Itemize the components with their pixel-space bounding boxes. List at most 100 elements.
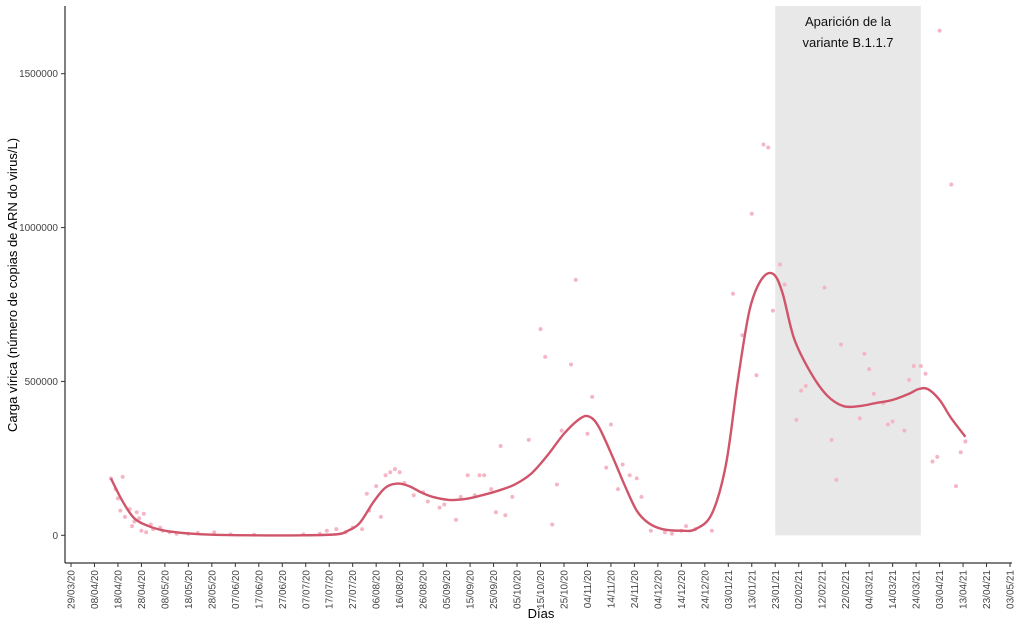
data-point — [559, 428, 564, 433]
y-tick-label: 0 — [52, 531, 58, 542]
data-point — [834, 477, 839, 482]
data-point — [907, 377, 912, 382]
data-point — [958, 450, 963, 455]
x-tick-label: 08/05/20 — [160, 570, 171, 609]
data-point — [620, 462, 625, 467]
data-point — [360, 527, 365, 532]
x-tick-label: 22/02/21 — [841, 570, 852, 609]
x-tick-label: 18/05/20 — [184, 570, 195, 609]
data-point — [482, 473, 487, 478]
data-point — [465, 473, 470, 478]
data-point — [608, 422, 613, 427]
data-point — [590, 394, 595, 399]
data-point — [378, 514, 383, 519]
x-tick-label: 24/03/21 — [912, 570, 923, 609]
x-tick-label: 12/02/21 — [818, 570, 829, 609]
data-point — [144, 530, 149, 535]
data-point — [543, 354, 548, 359]
x-tick-label: 23/01/21 — [771, 570, 782, 609]
x-tick-label: 29/03/20 — [67, 570, 78, 609]
data-point — [477, 473, 482, 478]
x-tick-label: 25/09/20 — [489, 570, 500, 609]
data-point — [749, 211, 754, 216]
data-point — [799, 388, 804, 393]
data-point — [867, 367, 872, 372]
y-tick-label: 1000000 — [19, 223, 58, 234]
data-point — [585, 431, 590, 436]
data-point — [615, 487, 620, 492]
x-tick-label: 26/08/20 — [419, 570, 430, 609]
data-point — [604, 465, 609, 470]
x-tick-label: 07/07/20 — [301, 570, 312, 609]
x-tick-label: 24/11/20 — [630, 570, 641, 609]
data-point — [569, 362, 574, 367]
data-point — [374, 484, 379, 489]
x-tick-label: 06/08/20 — [372, 570, 383, 609]
x-tick-label: 18/04/20 — [113, 570, 124, 609]
trend-line — [109, 271, 967, 537]
data-point — [794, 417, 799, 422]
x-tick-label: 04/11/20 — [583, 570, 594, 609]
data-point — [115, 496, 120, 501]
data-point — [740, 333, 745, 338]
data-point — [954, 484, 959, 489]
data-point — [120, 474, 125, 479]
data-point — [397, 470, 402, 475]
shaded-region — [775, 6, 921, 536]
x-tick-label: 27/06/20 — [278, 570, 289, 609]
data-point — [442, 502, 447, 507]
data-point — [130, 524, 135, 529]
data-point — [118, 508, 123, 513]
data-point — [334, 527, 339, 532]
x-tick-label: 02/02/21 — [794, 570, 805, 609]
data-point — [648, 528, 653, 533]
x-tick-label: 03/01/21 — [724, 570, 735, 609]
data-point — [829, 437, 834, 442]
data-point — [392, 467, 397, 472]
data-point — [364, 491, 369, 496]
data-point — [639, 494, 644, 499]
data-point — [122, 514, 127, 519]
data-point — [383, 473, 388, 478]
annotation-line-1: Aparición de la — [805, 14, 892, 29]
y-tick-label: 500000 — [25, 377, 59, 388]
data-point — [324, 528, 329, 533]
x-tick-label: 04/03/21 — [865, 570, 876, 609]
data-point — [669, 531, 674, 536]
data-point — [923, 371, 928, 376]
y-tick-label: 1500000 — [19, 69, 58, 80]
x-tick-label: 13/04/21 — [959, 570, 970, 609]
x-tick-label: 17/07/20 — [325, 570, 336, 609]
data-points — [108, 28, 968, 537]
data-point — [212, 530, 217, 535]
data-point — [766, 145, 771, 150]
x-tick-label: 14/03/21 — [888, 570, 899, 609]
data-point — [510, 494, 515, 499]
x-tick-label: 14/12/20 — [677, 570, 688, 609]
data-point — [498, 444, 503, 449]
data-point — [627, 473, 632, 478]
data-point — [937, 28, 942, 33]
data-point — [634, 476, 639, 481]
x-tick-label: 27/07/20 — [348, 570, 359, 609]
data-point — [782, 282, 787, 287]
data-point — [890, 419, 895, 424]
x-tick-label: 16/08/20 — [395, 570, 406, 609]
data-point — [857, 416, 862, 421]
data-point — [838, 342, 843, 347]
data-point — [803, 384, 808, 389]
data-point — [963, 439, 968, 444]
data-point — [550, 522, 555, 527]
x-tick-label: 05/10/20 — [513, 570, 524, 609]
annotation-line-2: variante B.1.1.7 — [802, 35, 893, 50]
data-point — [918, 364, 923, 369]
x-tick-label: 04/12/20 — [653, 570, 664, 609]
data-point — [949, 182, 954, 187]
y-axis-ticks: 0 500000 1000000 1500000 — [19, 69, 65, 542]
x-tick-label: 28/05/20 — [207, 570, 218, 609]
data-point — [134, 510, 139, 515]
data-point — [489, 487, 494, 492]
x-tick-label: 13/01/21 — [747, 570, 758, 609]
x-tick-label: 03/05/21 — [1006, 570, 1017, 609]
data-point — [388, 470, 393, 475]
